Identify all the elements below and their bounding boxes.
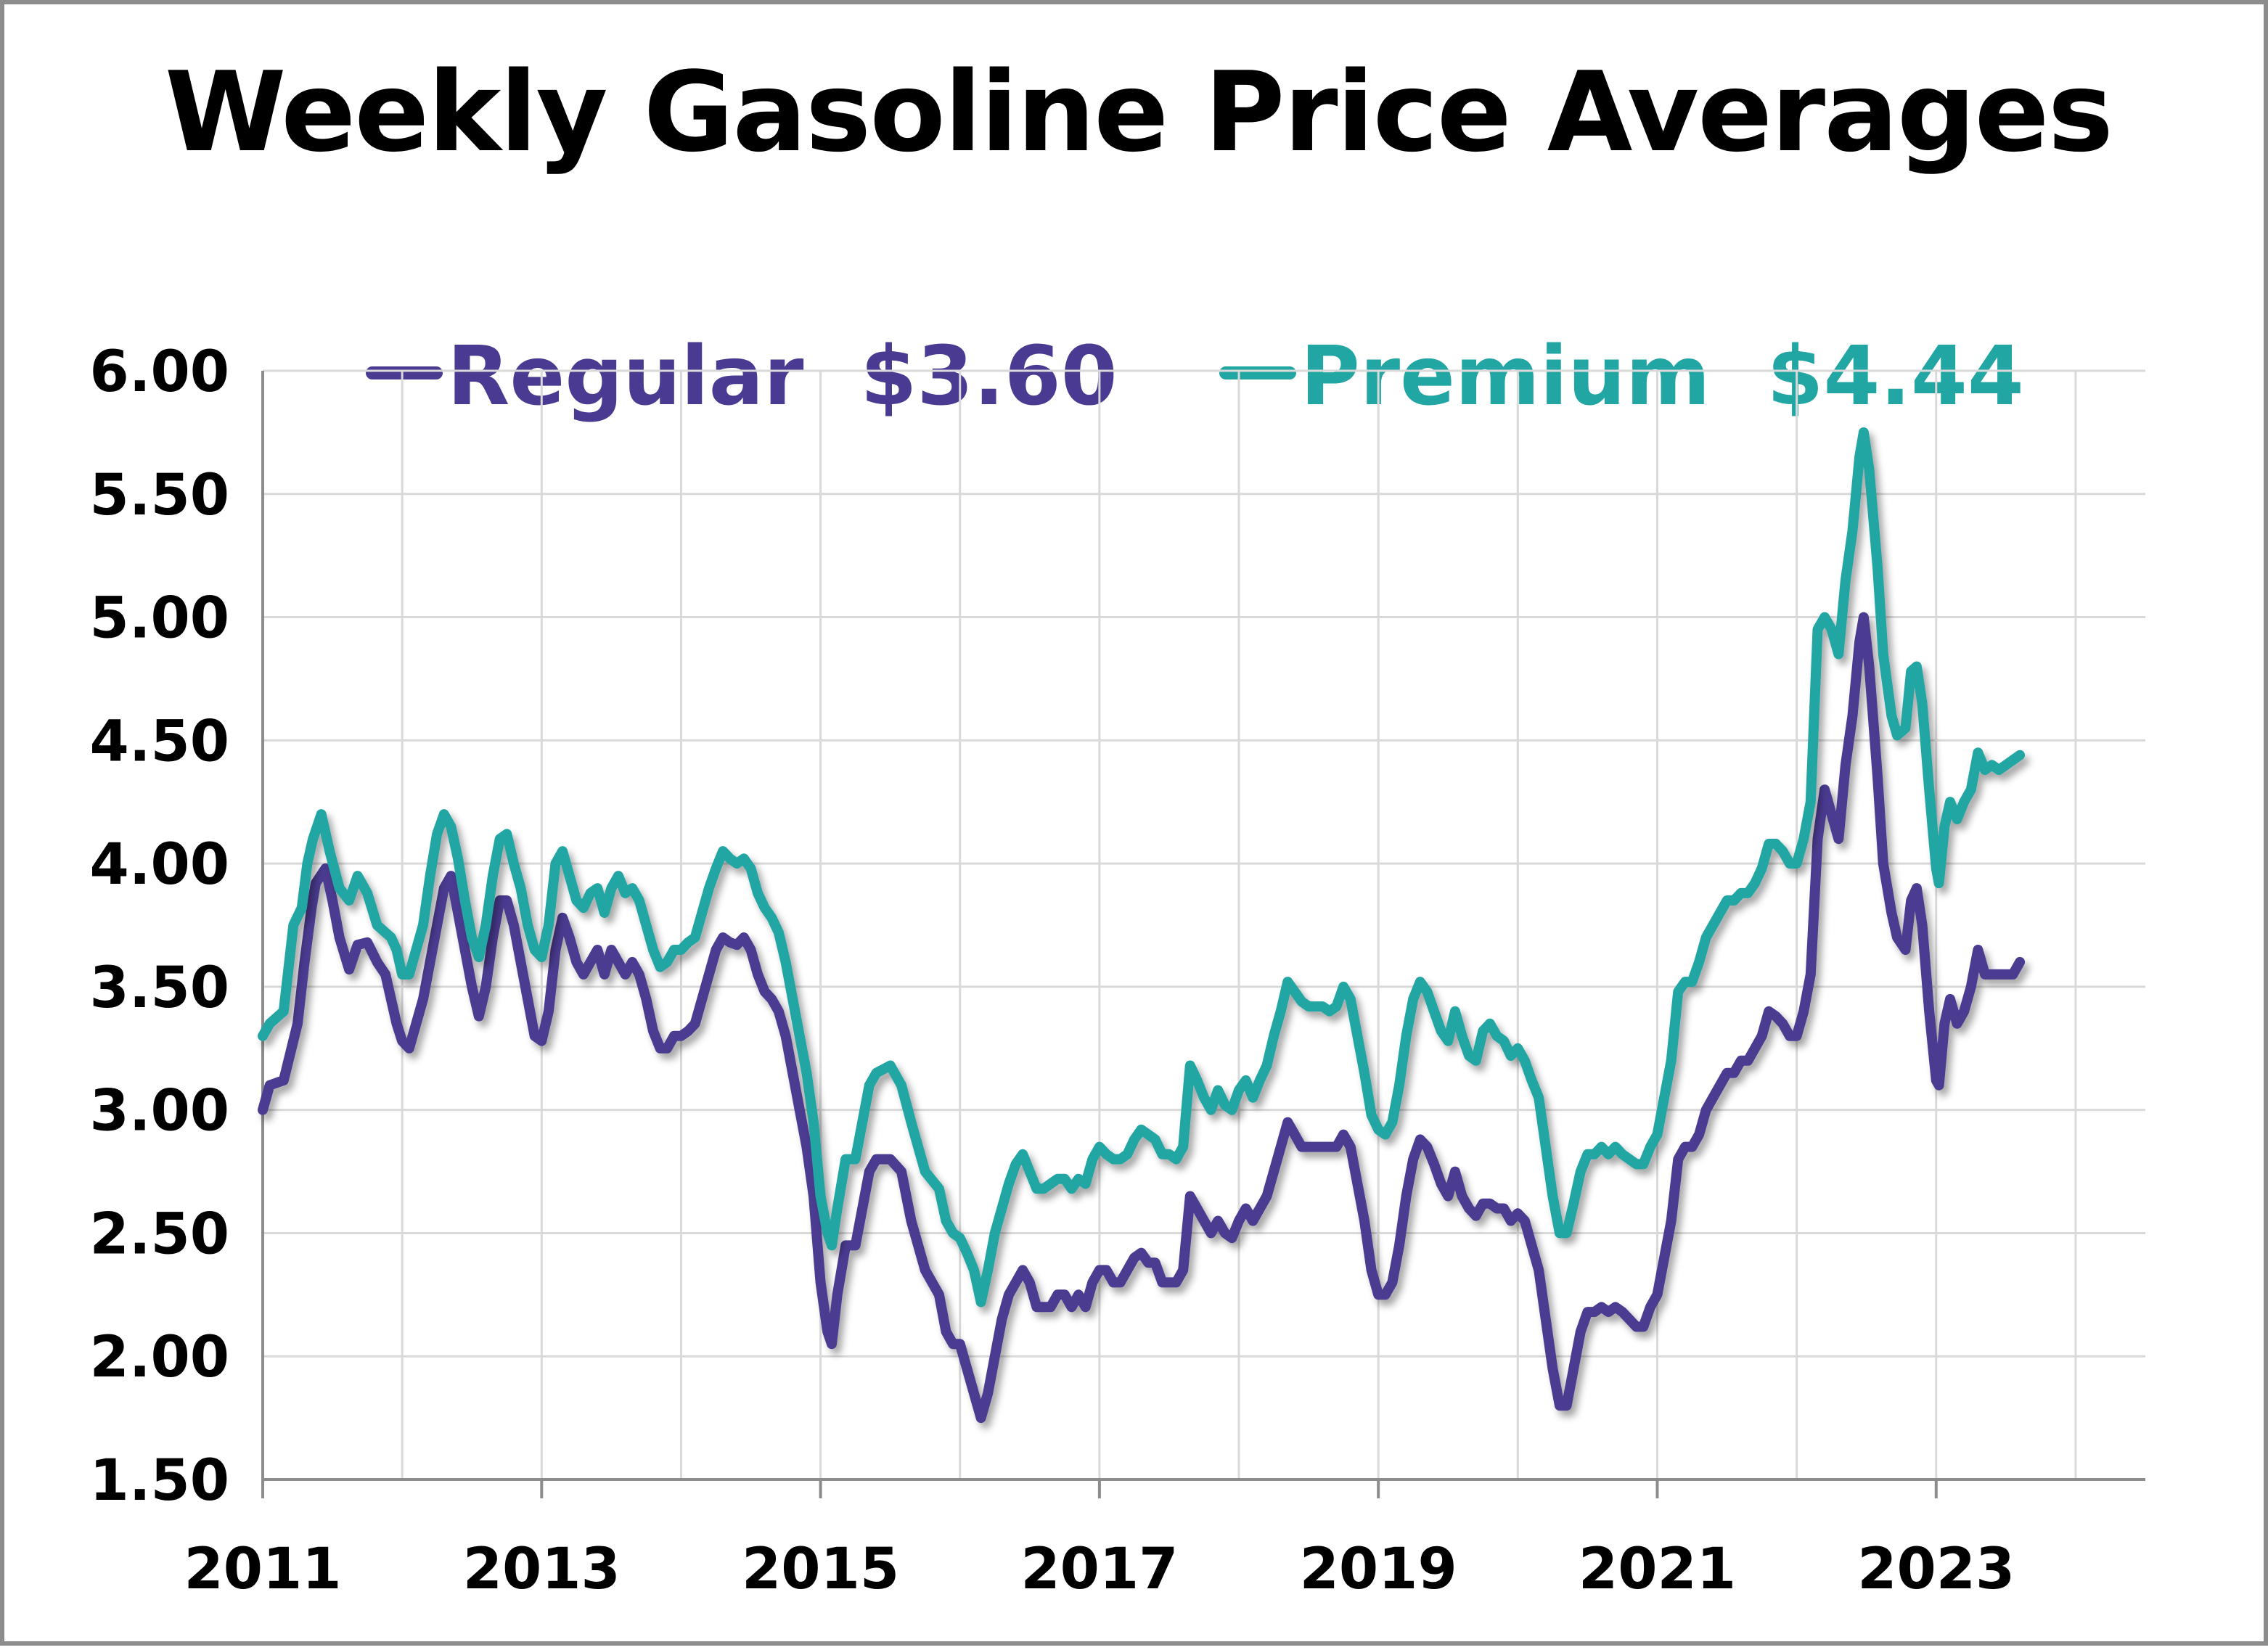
legend-value-premium: $4.44	[1766, 329, 2024, 424]
y-tick-label: 4.50	[90, 709, 229, 774]
y-tick-label: 4.00	[90, 832, 229, 898]
legend-label-premium: Premium	[1300, 329, 1711, 424]
x-tick-label: 2015	[742, 1537, 899, 1602]
x-tick-label: 2021	[1579, 1537, 1736, 1602]
x-tick-label: 2019	[1300, 1537, 1457, 1602]
series-line-premium	[258, 427, 2026, 1308]
y-tick-label: 5.50	[90, 463, 229, 528]
y-tick-label: 1.50	[90, 1448, 229, 1514]
x-tick-label: 2011	[184, 1537, 341, 1602]
x-tick-label: 2017	[1020, 1537, 1178, 1602]
legend-label-regular: Regular	[447, 329, 804, 424]
y-tick-label: 3.50	[90, 956, 229, 1021]
y-tick-label: 6.00	[90, 340, 229, 405]
legend-value-regular: $3.60	[860, 329, 1118, 424]
x-tick-label: 2013	[463, 1537, 621, 1602]
x-tick-label: 2023	[1857, 1537, 2015, 1602]
legend-item-regular: Regular $3.60	[366, 329, 1118, 424]
y-tick-label: 2.00	[90, 1325, 229, 1390]
chart-legend: Regular $3.60 Premium $4.44	[4, 235, 2268, 518]
series-line-regular	[258, 612, 2026, 1424]
y-tick-label: 2.50	[90, 1202, 229, 1267]
y-tick-label: 5.00	[90, 586, 229, 652]
plot-area: 6.00 5.50 5.00 4.50 4.00 3.50 3.00 2.50 2.00 1.50…	[90, 340, 2145, 1602]
y-tick-label: 3.00	[90, 1079, 229, 1144]
chart-title: Weekly Gasoline Price Averages	[164, 48, 2113, 176]
